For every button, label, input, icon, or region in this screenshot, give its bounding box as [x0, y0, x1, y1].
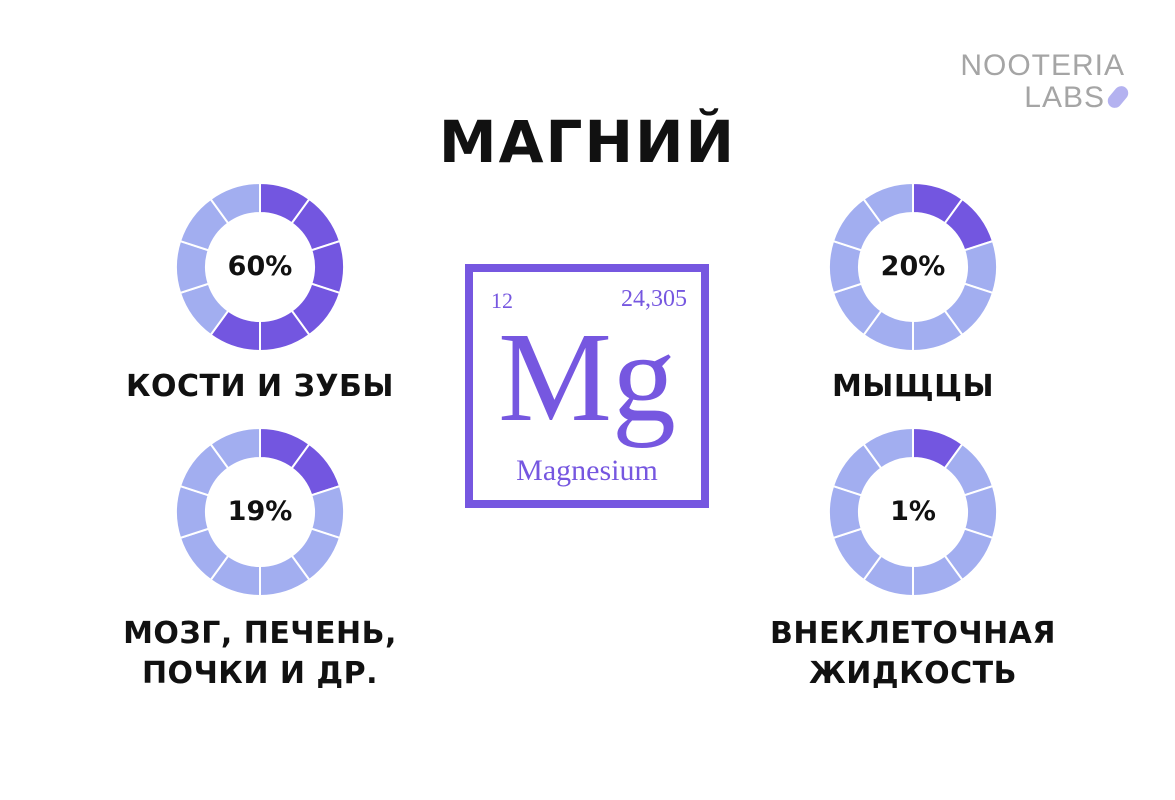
donut-segment-empty [862, 181, 914, 225]
label-line: ЖИДКОСТЬ [809, 656, 1017, 691]
element-name: Magnesium [516, 454, 658, 487]
logo-line-1: NOOTERIA [960, 49, 1125, 82]
percent-label: 19% [227, 496, 293, 527]
donut-extracellular: 1% [823, 422, 1003, 602]
percent-label: 1% [890, 496, 936, 527]
element-symbol: Mg [498, 306, 676, 448]
percent-label: 20% [880, 251, 946, 282]
label-line: МОЗГ, ПЕЧЕНЬ, [123, 616, 397, 651]
donut-organs: 19% [170, 422, 350, 602]
page-title: МАГНИЙ [438, 108, 737, 176]
label-line: ВНЕКЛЕТОЧНАЯ [769, 616, 1057, 651]
donut-segment-empty [209, 181, 261, 225]
donut-segment-empty [862, 426, 914, 470]
label-muscles: МЫЩЦЫ [743, 367, 1083, 407]
logo-line-2: LABS [1024, 81, 1105, 114]
periodic-element-tile: 12 24,305 Mg Magnesium [465, 264, 709, 508]
label-line: КОСТИ И ЗУБЫ [125, 369, 394, 404]
donut-bones: 60% [170, 177, 350, 357]
atomic-number: 12 [491, 288, 513, 313]
label-line: МЫЩЦЫ [831, 369, 995, 404]
percent-label: 60% [227, 251, 293, 282]
label-organs: МОЗГ, ПЕЧЕНЬ, ПОЧКИ И ДР. [90, 614, 430, 694]
label-line: ПОЧКИ И ДР. [141, 656, 379, 691]
atomic-mass: 24,305 [621, 286, 687, 312]
label-extracellular: ВНЕКЛЕТОЧНАЯ ЖИДКОСТЬ [743, 614, 1083, 694]
donut-segment-empty [209, 426, 261, 470]
logo: NOOTERIA LABS [960, 49, 1132, 114]
pill-icon [1104, 83, 1132, 111]
label-bones: КОСТИ И ЗУБЫ [90, 367, 430, 407]
donut-muscles: 20% [823, 177, 1003, 357]
